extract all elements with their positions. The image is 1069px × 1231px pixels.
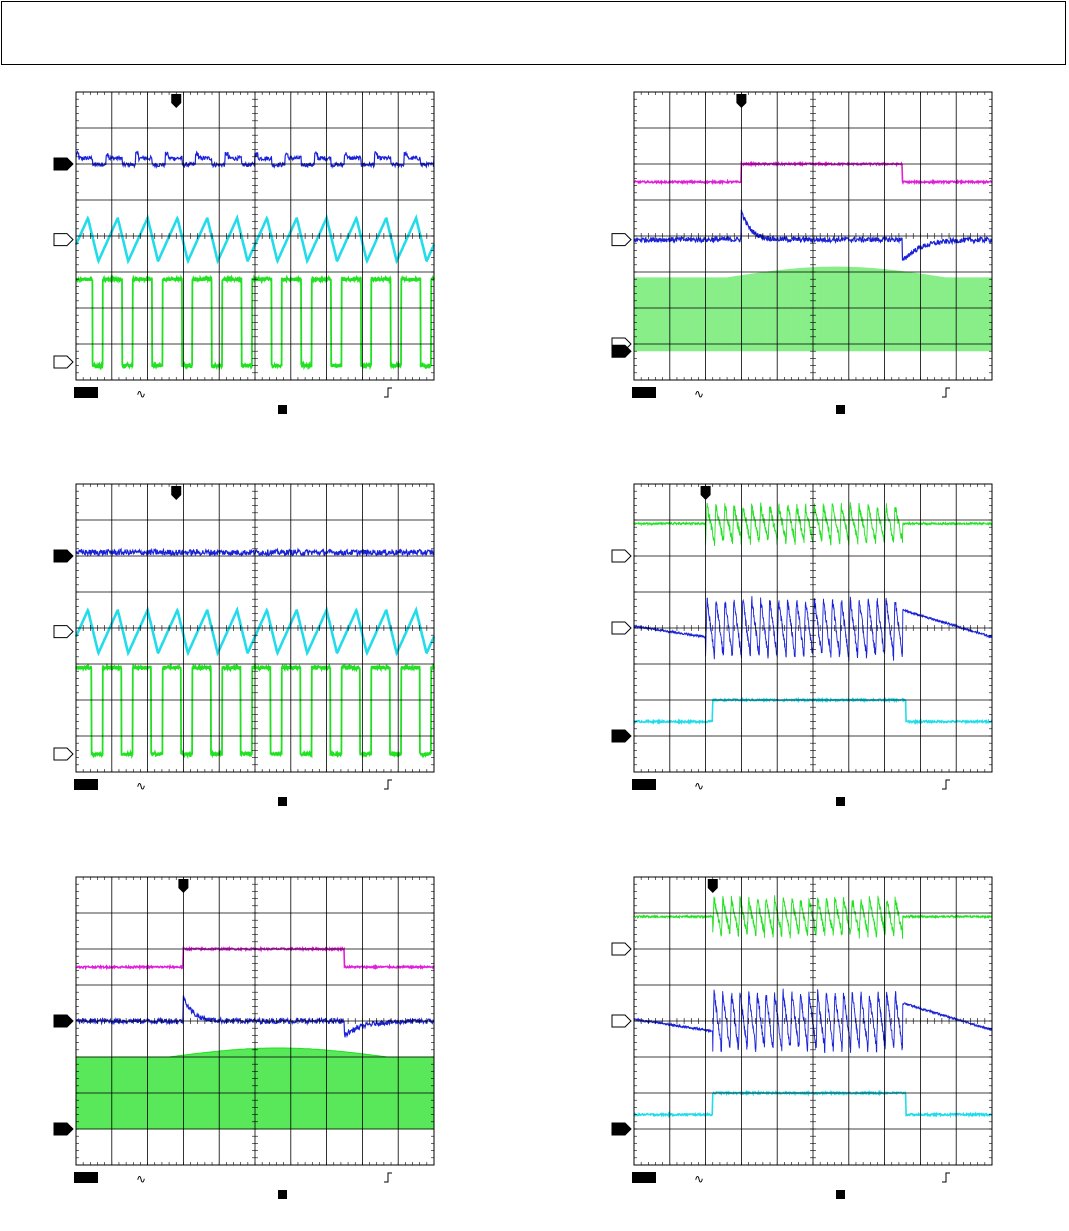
channel-level-marker xyxy=(53,1122,74,1136)
channel-level-marker xyxy=(53,625,74,639)
channel-level-marker xyxy=(53,549,74,563)
channel-level-marker xyxy=(53,157,74,171)
scope-panel-bottom-left: ∿ xyxy=(50,871,480,1231)
channel-level-marker xyxy=(611,1122,632,1136)
channel-scale-box xyxy=(632,387,656,398)
trigger-source-box xyxy=(278,1190,287,1199)
channel-scale-box xyxy=(74,387,98,398)
trigger-position-marker xyxy=(736,94,747,108)
trigger-edge-icon xyxy=(384,779,392,790)
ac-coupling-icon: ∿ xyxy=(694,387,704,401)
ac-coupling-icon: ∿ xyxy=(694,1172,704,1186)
trigger-position-marker xyxy=(178,879,189,893)
scope-panel-top-right: ∿ xyxy=(608,86,1038,446)
ac-coupling-icon: ∿ xyxy=(136,779,146,793)
scope-plot: ∿ xyxy=(53,483,436,806)
channel-level-marker xyxy=(53,233,74,247)
channel-level-marker xyxy=(611,729,632,743)
channel-level-marker xyxy=(53,747,74,761)
graticule xyxy=(633,483,993,773)
trigger-edge-icon xyxy=(384,1172,392,1183)
ac-coupling-icon: ∿ xyxy=(136,1172,146,1186)
trigger-source-box xyxy=(836,797,845,806)
ac-coupling-icon: ∿ xyxy=(136,387,146,401)
channel-level-marker xyxy=(611,1014,632,1028)
scope-plot: ∿ xyxy=(611,483,993,806)
trigger-edge-icon xyxy=(942,1172,950,1183)
ac-coupling-icon: ∿ xyxy=(694,779,704,793)
channel-scale-box xyxy=(74,1172,98,1183)
scope-panel-middle-left: ∿ xyxy=(50,478,480,838)
scope-panel-middle-right: ∿ xyxy=(608,478,1038,838)
graticule xyxy=(633,876,993,1166)
channel-level-marker xyxy=(53,355,74,369)
channel-level-marker xyxy=(611,233,632,247)
scope-plot: ∿ xyxy=(53,876,435,1199)
trigger-position-marker xyxy=(171,94,182,108)
channel-level-marker xyxy=(611,621,632,635)
trigger-source-box xyxy=(836,1190,845,1199)
scope-plot: ∿ xyxy=(53,91,436,414)
trigger-position-marker xyxy=(707,879,718,893)
channel-level-marker xyxy=(611,549,632,563)
scope-panel-top-left: ∿ xyxy=(50,86,480,446)
scope-plot: ∿ xyxy=(611,91,993,414)
channel-scale-box xyxy=(632,1172,656,1183)
graticule xyxy=(633,91,993,381)
graticule xyxy=(75,91,435,381)
channel-level-marker xyxy=(611,942,632,956)
channel-scale-box xyxy=(74,779,98,790)
trigger-position-marker xyxy=(171,486,182,500)
graticule xyxy=(75,483,435,773)
channel-level-marker xyxy=(611,344,632,358)
trigger-edge-icon xyxy=(384,387,392,398)
trigger-edge-icon xyxy=(942,779,950,790)
header-box xyxy=(1,1,1066,65)
trigger-source-box xyxy=(836,405,845,414)
channel-scale-box xyxy=(632,779,656,790)
channel-level-marker xyxy=(53,1014,74,1028)
trigger-source-box xyxy=(278,797,287,806)
trigger-source-box xyxy=(278,405,287,414)
graticule xyxy=(75,876,435,1166)
scope-plot: ∿ xyxy=(611,876,993,1199)
scope-panel-bottom-right: ∿ xyxy=(608,871,1038,1231)
trigger-edge-icon xyxy=(942,387,950,398)
trigger-position-marker xyxy=(700,486,711,500)
